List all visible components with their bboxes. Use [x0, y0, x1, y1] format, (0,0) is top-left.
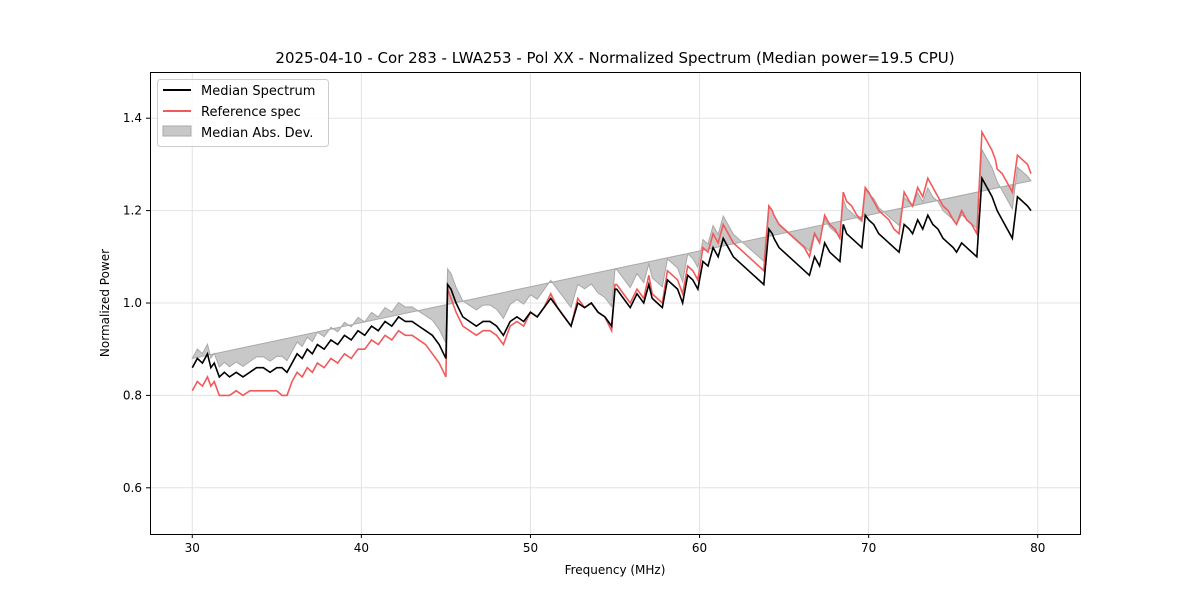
- legend-label-median: Median Spectrum: [201, 84, 315, 99]
- x-tick-label: 70: [861, 541, 876, 555]
- x-tick-label: 60: [692, 541, 707, 555]
- y-tick-label: 1.4: [123, 111, 142, 125]
- y-axis-label: Normalized Power: [98, 249, 112, 357]
- y-axis: 0.6 0.8 1.0 1.2 1.4: [123, 111, 150, 495]
- legend-label-reference: Reference spec: [201, 105, 301, 120]
- x-tick-label: 30: [185, 541, 200, 555]
- axes-frame: [150, 72, 1081, 535]
- y-tick-label: 0.6: [123, 481, 142, 495]
- reference-spec-line: [191, 129, 1032, 397]
- legend-box: [157, 79, 329, 147]
- y-tick-label: 1.0: [123, 296, 142, 310]
- legend: Median Spectrum Reference spec Median Ab…: [157, 79, 329, 147]
- x-axis: 30 40 50 60 70 80: [185, 534, 1045, 555]
- legend-label-mad: Median Abs. Dev.: [201, 126, 313, 141]
- x-axis-label: Frequency (MHz): [565, 563, 666, 577]
- x-tick-label: 80: [1030, 541, 1045, 555]
- x-tick-label: 50: [523, 541, 538, 555]
- x-tick-label: 40: [354, 541, 369, 555]
- y-tick-label: 0.8: [123, 388, 142, 402]
- grid: [150, 72, 1080, 534]
- legend-swatch-mad: [162, 125, 192, 137]
- chart-title: 2025-04-10 - Cor 283 - LWA253 - Pol XX -…: [275, 49, 954, 67]
- y-tick-label: 1.2: [123, 204, 142, 218]
- plot-area: [191, 129, 1032, 397]
- median-spectrum-line: [191, 175, 1032, 379]
